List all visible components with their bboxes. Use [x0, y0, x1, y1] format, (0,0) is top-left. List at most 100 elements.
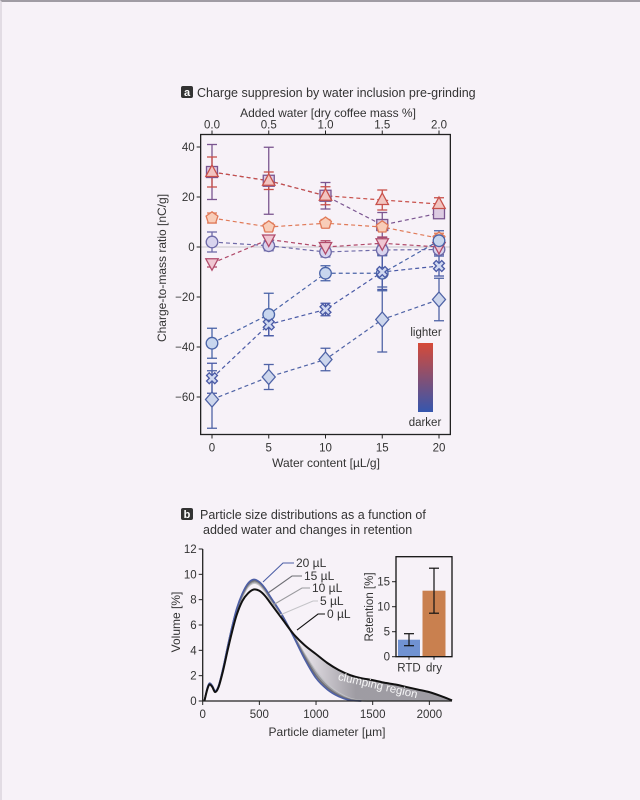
inset-y-tick-label: 15 — [377, 577, 390, 589]
curve-label-leader — [279, 600, 318, 616]
y-tick-label: 20 — [182, 192, 195, 204]
curve-label-leader — [267, 575, 302, 594]
bar-error-bar — [404, 633, 414, 647]
marker-diamond — [261, 368, 277, 386]
panel-a-axes-frame — [199, 133, 451, 436]
bar-error-bar — [429, 567, 439, 614]
inset-category-label: RTD — [397, 663, 420, 675]
marker-triangle-up — [261, 172, 277, 186]
inset-y-tick-label: 5 — [384, 627, 390, 639]
curve-label-0ul: 0 µL — [327, 607, 351, 621]
panel-b: b Particle size distributions as a funct… — [169, 508, 453, 739]
b-x-tick-label: 1500 — [360, 709, 386, 721]
marker-circle — [205, 235, 219, 249]
psd-curve-0l — [203, 588, 453, 702]
curve-label-5ul: 5 µL — [320, 594, 344, 608]
b-y-tick-label: 2 — [190, 671, 196, 683]
b-x-tick-label: 1000 — [303, 709, 329, 721]
top-x-tick-label: 1.5 — [374, 120, 390, 132]
marker-triangle-down — [374, 238, 390, 252]
top-x-tick-label: 0.5 — [261, 120, 277, 132]
b-x-tick-label: 0 — [199, 709, 205, 721]
marker-triangle-down — [318, 241, 333, 256]
marker-circle — [319, 266, 332, 280]
marker-pentagon — [318, 216, 333, 229]
inset-y-axis-label: Retention [%] — [364, 572, 376, 641]
clumping-region — [282, 614, 453, 702]
marker-x — [205, 371, 219, 385]
b-y-tick-label: 10 — [184, 569, 197, 581]
marker-triangle-down — [204, 258, 220, 272]
y-tick-label: −60 — [175, 392, 195, 404]
x-tick-label: 10 — [319, 443, 332, 455]
b-y-tick-label: 0 — [190, 696, 196, 708]
marker-diamond — [318, 351, 333, 368]
top-x-tick-label: 0.0 — [204, 120, 220, 132]
panel-b-plot-area: 0 500 1000 1500 2000 0 2 4 6 8 10 12 — [184, 544, 453, 721]
marker-triangle-up — [204, 163, 220, 178]
panel-b-badge-letter: b — [184, 509, 191, 521]
curve-label-10ul: 10 µL — [312, 581, 343, 595]
marker-pentagon — [262, 219, 276, 233]
top-x-tick-label: 2.0 — [431, 120, 447, 132]
panel-a: a Charge suppresion by water inclusion p… — [155, 86, 476, 470]
marker-square — [432, 207, 446, 220]
b-y-tick-label: 4 — [190, 645, 197, 657]
marker-triangle-down — [261, 234, 277, 248]
inset-frame — [395, 556, 453, 658]
x-axis-label: Water content [µL/g] — [272, 456, 380, 470]
marker-circle — [432, 234, 446, 248]
y-tick-label: −40 — [175, 342, 195, 354]
inset-y-tick-label: 10 — [377, 602, 390, 614]
y-tick-label: 0 — [188, 242, 194, 254]
y-axis-label: Charge-to-mass ratio [nC/g] — [155, 194, 169, 342]
panel-a-badge — [181, 86, 193, 98]
b-x-tick-label: 500 — [250, 709, 269, 721]
panel-b-badge — [181, 508, 193, 520]
x-tick-label: 0 — [209, 443, 215, 455]
marker-pentagon — [375, 219, 389, 233]
x-tick-label: 5 — [266, 443, 272, 455]
marker-circle — [205, 336, 219, 350]
panel-b-title-line-1: Particle size distributions as a functio… — [200, 508, 426, 522]
retention-inset: RTD dry 0 5 10 15 — [377, 556, 453, 675]
marker-triangle-up — [431, 195, 447, 210]
marker-pentagon — [205, 210, 219, 224]
b-y-tick-label: 6 — [190, 620, 196, 632]
b-x-axis-label: Particle diameter [µm] — [269, 725, 386, 739]
panel-b-title-line-2: added water and changes in retention — [203, 523, 412, 537]
b-y-tick-label: 12 — [184, 544, 197, 556]
colorbar-top-label: lighter — [410, 327, 441, 339]
x-tick-label: 15 — [376, 443, 389, 455]
marker-x — [375, 265, 389, 279]
marker-triangle-up — [318, 187, 333, 201]
b-y-tick-label: 8 — [190, 595, 196, 607]
inset-y-tick-label: 0 — [384, 652, 390, 664]
marker-diamond — [374, 311, 390, 328]
inset-category-label: dry — [426, 663, 442, 675]
colorbar: lighter darker — [409, 327, 442, 429]
bar-rtd — [398, 639, 420, 657]
marker-x — [319, 303, 332, 316]
y-tick-label: −20 — [175, 292, 195, 304]
curve-label-leader — [296, 613, 325, 631]
colorbar-gradient — [418, 343, 433, 412]
marker-triangle-up — [374, 191, 390, 206]
marker-diamond — [431, 291, 447, 308]
series-line-triangle-up — [211, 171, 440, 205]
x-tick-label: 20 — [433, 443, 446, 455]
panel-a-badge-letter: a — [184, 87, 191, 99]
bar-dry — [422, 590, 446, 657]
marker-x — [262, 318, 276, 331]
b-y-axis-label: Volume [%] — [169, 592, 183, 653]
curve-label-leader — [262, 562, 294, 583]
b-x-tick-label: 2000 — [417, 709, 443, 721]
top-x-tick-label: 1.0 — [318, 120, 334, 132]
marker-circle — [262, 308, 276, 321]
marker-x — [432, 259, 446, 273]
curve-label-20ul: 20 µL — [296, 556, 327, 570]
colorbar-bottom-label: darker — [409, 417, 442, 429]
curve-label-15ul: 15 µL — [304, 569, 335, 583]
y-tick-label: 40 — [182, 142, 195, 154]
